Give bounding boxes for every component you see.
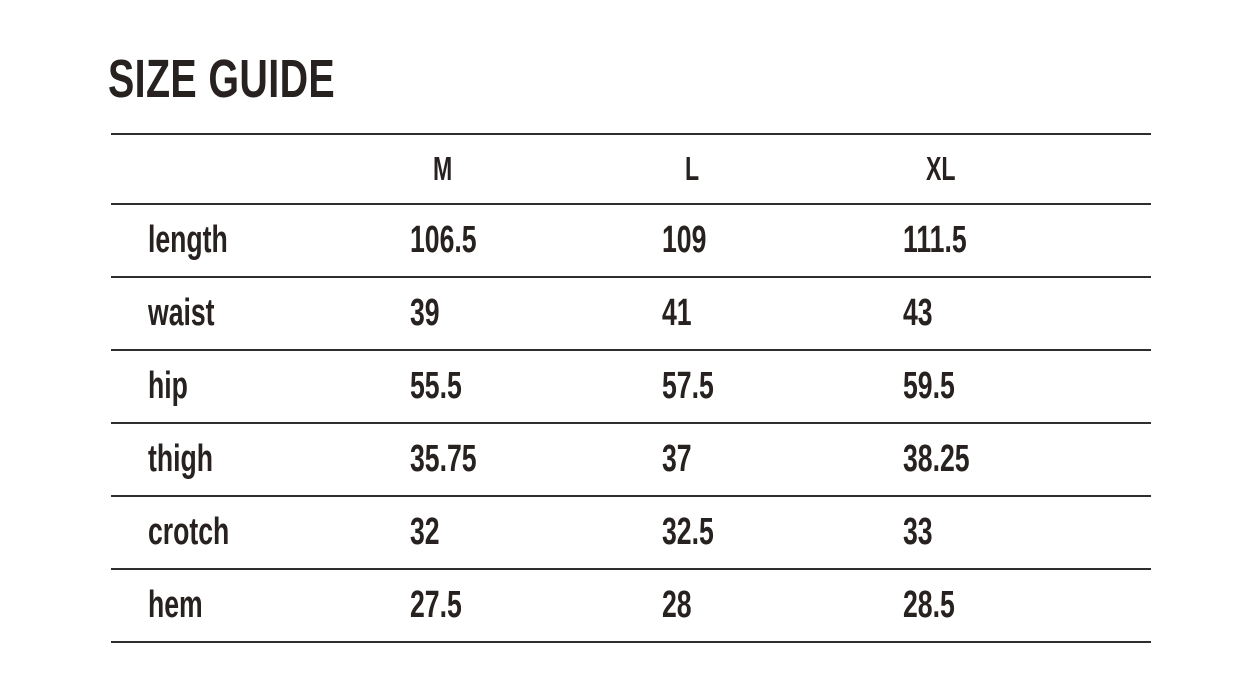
cell-hem-m: 27.5 xyxy=(410,584,462,626)
cell-hem-xl: 28.5 xyxy=(903,584,955,626)
table-row-crotch: crotch 32 32.5 33 xyxy=(111,496,1151,569)
cell-length-m: 106.5 xyxy=(410,219,477,261)
cell-waist-l: 41 xyxy=(662,292,692,334)
page-title: SIZE GUIDE xyxy=(108,52,419,106)
col-header-l: L xyxy=(662,134,903,204)
table-row-length: length 106.5 109 111.5 xyxy=(111,204,1151,277)
table-header: M L XL xyxy=(111,134,1151,204)
cell-hip-l: 57.5 xyxy=(662,365,714,407)
row-label: hip xyxy=(148,365,188,407)
table-body: length 106.5 109 111.5 waist 39 41 43 hi… xyxy=(111,204,1151,642)
col-header-xl: XL xyxy=(903,134,1151,204)
cell-crotch-m: 32 xyxy=(410,511,440,553)
cell-crotch-xl: 33 xyxy=(903,511,933,553)
cell-thigh-m: 35.75 xyxy=(410,438,477,480)
row-label: crotch xyxy=(148,511,230,553)
cell-waist-xl: 43 xyxy=(903,292,933,334)
table-row-hip: hip 55.5 57.5 59.5 xyxy=(111,350,1151,423)
row-label: length xyxy=(148,219,228,261)
cell-crotch-l: 32.5 xyxy=(662,511,714,553)
header-row: M L XL xyxy=(111,134,1151,204)
table-row-hem: hem 27.5 28 28.5 xyxy=(111,569,1151,642)
cell-length-l: 109 xyxy=(662,219,707,261)
corner-cell xyxy=(111,134,410,204)
table-row-waist: waist 39 41 43 xyxy=(111,277,1151,350)
row-label: waist xyxy=(148,292,215,334)
row-label: hem xyxy=(148,584,203,626)
cell-hip-m: 55.5 xyxy=(410,365,462,407)
cell-thigh-xl: 38.25 xyxy=(903,438,970,480)
cell-thigh-l: 37 xyxy=(662,438,692,480)
cell-length-xl: 111.5 xyxy=(903,219,967,261)
row-label: thigh xyxy=(148,438,214,480)
col-header-m: M xyxy=(410,134,662,204)
size-guide-table: M L XL length 106.5 109 111.5 waist 39 4… xyxy=(111,133,1151,643)
col-header-l-label: L xyxy=(685,150,700,187)
page-title-text: SIZE GUIDE xyxy=(108,49,336,109)
cell-hip-xl: 59.5 xyxy=(903,365,955,407)
cell-waist-m: 39 xyxy=(410,292,440,334)
col-header-xl-label: XL xyxy=(926,150,956,187)
table-row-thigh: thigh 35.75 37 38.25 xyxy=(111,423,1151,496)
cell-hem-l: 28 xyxy=(662,584,692,626)
col-header-m-label: M xyxy=(433,150,453,187)
